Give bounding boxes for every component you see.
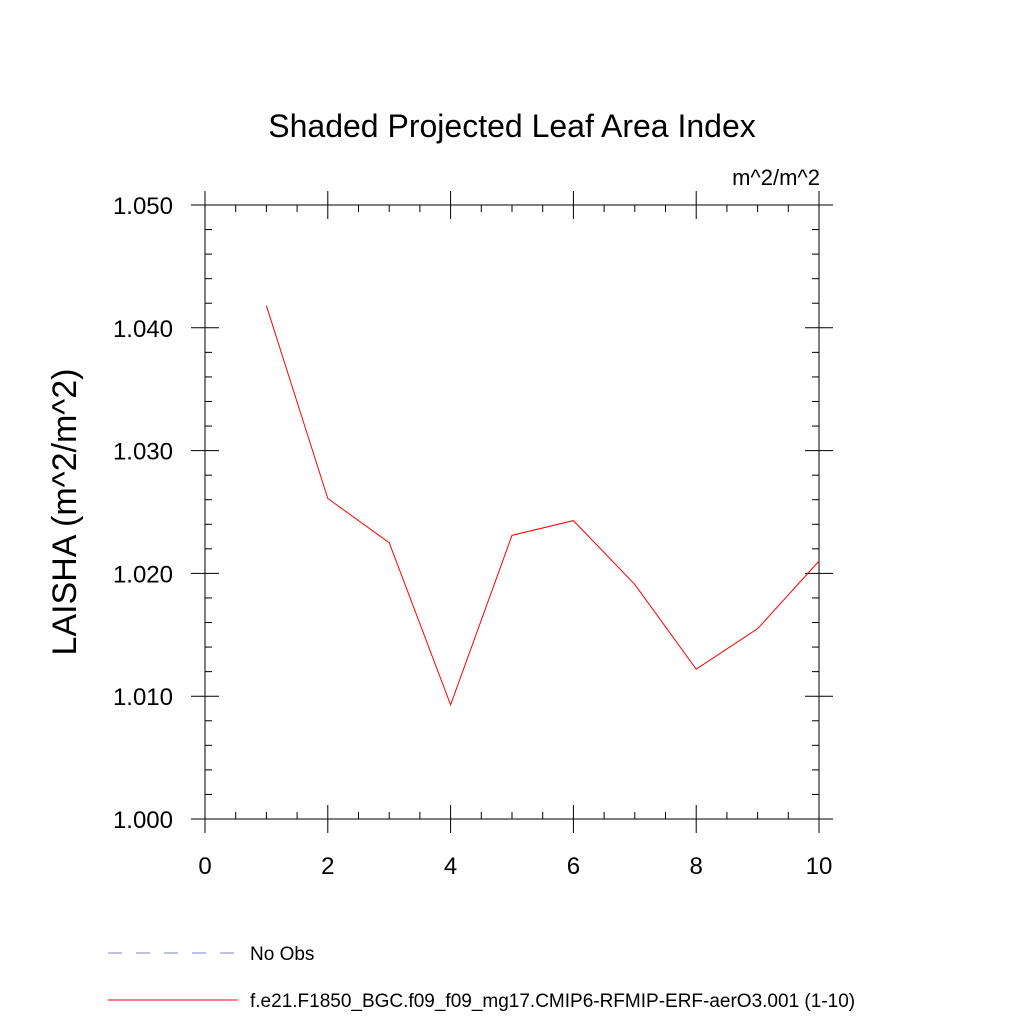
- x-tick-label: 6: [567, 853, 580, 880]
- legend-label-no-obs: No Obs: [250, 944, 314, 965]
- x-tick-label: 2: [321, 853, 334, 880]
- x-tick-label: 10: [806, 853, 833, 880]
- y-axis-label: LAISHA (m^2/m^2): [46, 369, 84, 656]
- x-axis-ticks: [204, 191, 820, 833]
- y-tick-label: 1.010: [113, 684, 173, 711]
- y-tick-label: 1.000: [113, 807, 173, 834]
- y-tick-label: 1.030: [113, 439, 173, 466]
- series-line-0: [265, 305, 820, 707]
- series-lines: [265, 305, 820, 707]
- chart-title: Shaded Projected Leaf Area Index: [268, 108, 755, 144]
- units-label: m^2/m^2: [732, 165, 820, 190]
- y-tick-label: 1.050: [113, 193, 173, 220]
- x-axis-tick-labels: 0 2 4 6 8 10: [198, 853, 832, 880]
- y-tick-label: 1.020: [113, 561, 173, 588]
- x-tick-label: 0: [198, 853, 211, 880]
- y-axis-tick-labels: 1.000 1.010 1.020 1.030 1.040 1.050: [113, 193, 173, 834]
- legend: No Obs f.e21.F1850_BGC.f09_f09_mg17.CMIP…: [108, 944, 855, 1012]
- plot-frame: [204, 204, 820, 820]
- y-axis-ticks: [191, 204, 833, 820]
- x-tick-label: 8: [690, 853, 703, 880]
- x-tick-label: 4: [444, 853, 457, 880]
- legend-label-model: f.e21.F1850_BGC.f09_f09_mg17.CMIP6-RFMIP…: [250, 991, 855, 1012]
- y-tick-label: 1.040: [113, 316, 173, 343]
